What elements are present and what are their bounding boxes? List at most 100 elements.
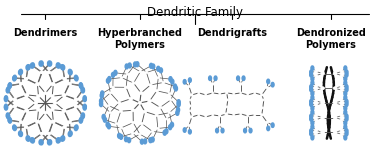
Ellipse shape bbox=[240, 92, 242, 94]
Ellipse shape bbox=[120, 127, 123, 129]
Ellipse shape bbox=[311, 106, 314, 111]
Ellipse shape bbox=[140, 139, 144, 144]
Ellipse shape bbox=[74, 126, 77, 131]
Ellipse shape bbox=[31, 138, 34, 143]
Ellipse shape bbox=[12, 125, 16, 130]
Ellipse shape bbox=[174, 84, 177, 89]
Ellipse shape bbox=[56, 63, 59, 68]
Ellipse shape bbox=[129, 97, 133, 100]
Ellipse shape bbox=[189, 99, 191, 101]
Ellipse shape bbox=[174, 86, 177, 91]
Ellipse shape bbox=[30, 138, 34, 143]
Ellipse shape bbox=[345, 129, 348, 133]
Ellipse shape bbox=[261, 94, 263, 96]
Ellipse shape bbox=[148, 99, 152, 102]
Ellipse shape bbox=[81, 113, 85, 118]
Ellipse shape bbox=[31, 63, 34, 68]
Ellipse shape bbox=[267, 79, 270, 84]
Ellipse shape bbox=[40, 140, 43, 145]
Ellipse shape bbox=[240, 113, 242, 115]
Ellipse shape bbox=[124, 137, 128, 142]
Ellipse shape bbox=[151, 137, 154, 142]
Ellipse shape bbox=[168, 112, 171, 114]
Ellipse shape bbox=[314, 89, 318, 91]
Ellipse shape bbox=[34, 101, 38, 104]
Ellipse shape bbox=[50, 108, 54, 111]
Ellipse shape bbox=[27, 65, 30, 70]
Ellipse shape bbox=[333, 72, 337, 75]
Ellipse shape bbox=[68, 132, 71, 136]
Ellipse shape bbox=[75, 76, 78, 81]
Ellipse shape bbox=[311, 135, 314, 140]
Ellipse shape bbox=[102, 114, 105, 119]
Ellipse shape bbox=[321, 116, 325, 119]
Ellipse shape bbox=[267, 126, 270, 131]
Ellipse shape bbox=[333, 116, 337, 119]
Ellipse shape bbox=[150, 63, 153, 68]
Ellipse shape bbox=[40, 61, 43, 66]
Ellipse shape bbox=[115, 123, 118, 125]
Ellipse shape bbox=[310, 73, 313, 77]
Ellipse shape bbox=[183, 80, 186, 84]
Ellipse shape bbox=[13, 75, 16, 80]
Ellipse shape bbox=[68, 83, 71, 85]
Ellipse shape bbox=[131, 109, 135, 112]
Ellipse shape bbox=[127, 138, 131, 143]
Ellipse shape bbox=[48, 140, 51, 145]
Ellipse shape bbox=[204, 94, 207, 96]
Ellipse shape bbox=[163, 130, 166, 135]
Ellipse shape bbox=[62, 136, 65, 141]
Ellipse shape bbox=[310, 117, 313, 121]
Ellipse shape bbox=[233, 93, 235, 95]
Ellipse shape bbox=[125, 64, 128, 69]
Ellipse shape bbox=[215, 128, 218, 133]
Ellipse shape bbox=[63, 125, 67, 128]
Ellipse shape bbox=[8, 83, 12, 88]
Ellipse shape bbox=[139, 91, 143, 94]
Ellipse shape bbox=[263, 99, 265, 101]
Ellipse shape bbox=[20, 121, 23, 124]
Ellipse shape bbox=[344, 66, 347, 70]
Ellipse shape bbox=[170, 122, 174, 127]
Ellipse shape bbox=[39, 140, 42, 145]
Ellipse shape bbox=[37, 95, 40, 98]
Ellipse shape bbox=[48, 61, 51, 66]
Ellipse shape bbox=[57, 63, 60, 68]
Ellipse shape bbox=[119, 110, 122, 112]
Ellipse shape bbox=[191, 116, 193, 118]
Ellipse shape bbox=[13, 99, 17, 101]
Ellipse shape bbox=[310, 114, 313, 119]
Ellipse shape bbox=[209, 76, 212, 81]
Ellipse shape bbox=[19, 132, 22, 136]
Ellipse shape bbox=[81, 114, 84, 119]
Ellipse shape bbox=[62, 109, 66, 112]
Ellipse shape bbox=[261, 114, 263, 116]
Ellipse shape bbox=[27, 136, 30, 141]
Ellipse shape bbox=[68, 121, 71, 123]
Ellipse shape bbox=[67, 121, 71, 124]
Ellipse shape bbox=[5, 104, 8, 109]
Text: Dendritic Family: Dendritic Family bbox=[147, 6, 243, 19]
Ellipse shape bbox=[112, 86, 115, 88]
Ellipse shape bbox=[345, 131, 348, 136]
Ellipse shape bbox=[25, 109, 29, 112]
Ellipse shape bbox=[40, 132, 43, 135]
Ellipse shape bbox=[344, 135, 347, 140]
Ellipse shape bbox=[254, 92, 256, 94]
Ellipse shape bbox=[219, 115, 221, 117]
Ellipse shape bbox=[311, 91, 314, 96]
Ellipse shape bbox=[340, 89, 344, 91]
Ellipse shape bbox=[155, 90, 158, 92]
Ellipse shape bbox=[177, 107, 180, 112]
Ellipse shape bbox=[204, 116, 207, 118]
Ellipse shape bbox=[168, 93, 171, 95]
Ellipse shape bbox=[344, 125, 347, 129]
Ellipse shape bbox=[20, 82, 23, 85]
Ellipse shape bbox=[63, 78, 67, 80]
Ellipse shape bbox=[340, 70, 344, 73]
Ellipse shape bbox=[139, 71, 142, 73]
Ellipse shape bbox=[177, 102, 180, 107]
Ellipse shape bbox=[191, 116, 193, 118]
Ellipse shape bbox=[107, 105, 110, 107]
Ellipse shape bbox=[83, 97, 86, 102]
